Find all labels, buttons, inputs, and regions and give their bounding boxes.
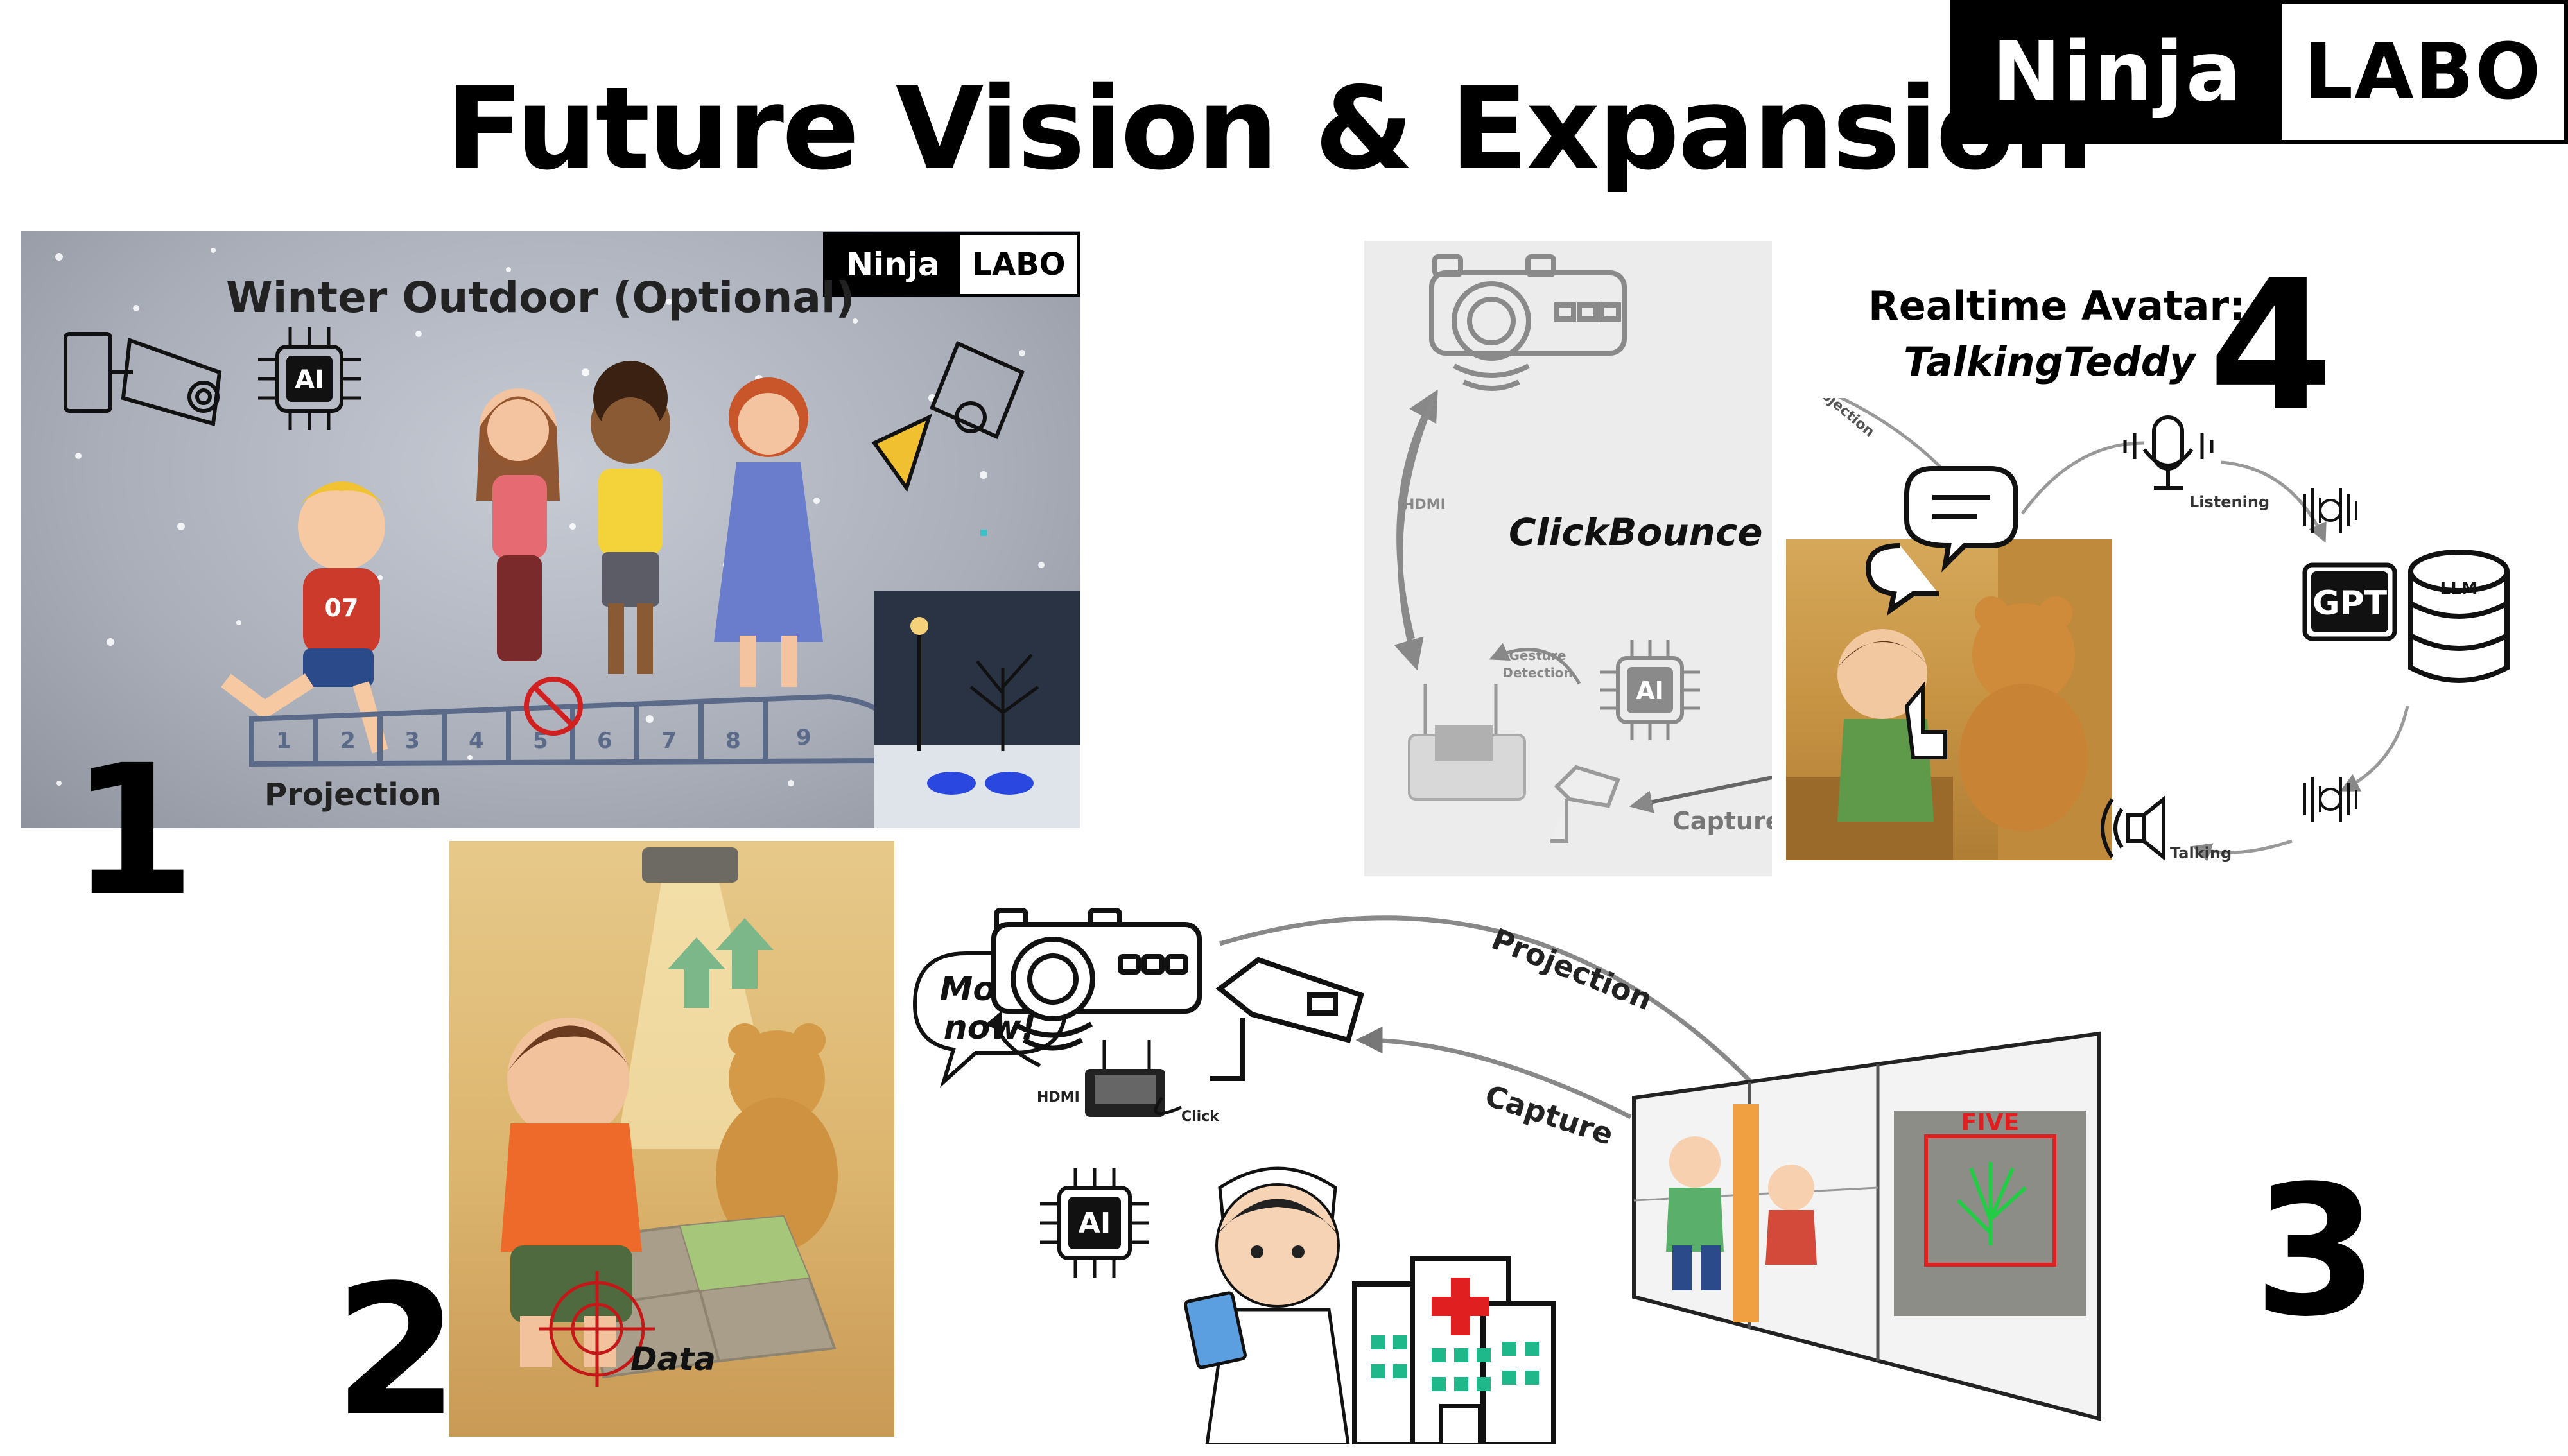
pointer-hand-icon [1904,681,1947,759]
panel-child-floor-game: Data [449,841,894,1437]
gesture-result-label: FIVE [1961,1109,2019,1136]
logo-labo-text: LABO [2282,4,2564,140]
kid-girl-pink [476,388,560,661]
listening-label: Listening [2189,493,2269,511]
panel-winter-outdoor: AI 07 [21,231,1080,828]
avatar-title-line2: TalkingTeddy [1904,338,2196,385]
projector-icon [991,908,1202,1051]
target-data-label: Data [630,1340,716,1378]
capture-label: Capture [1672,807,1772,835]
voice-waveform-icon [2303,488,2357,533]
section-number-1: 1 [71,727,196,936]
hop-number: 3 [404,728,420,754]
section-number-3: 3 [2253,1147,2379,1356]
kid-girl-blue [714,377,823,687]
edge-device-board-icon [1408,684,1526,801]
microphone-icon [2142,415,2194,490]
hop-number: 2 [340,728,356,754]
section-number-4: 4 [2208,242,2334,451]
hdmi-label: HDMI [1037,1089,1080,1105]
projection-caption: Projection [265,777,442,813]
ai-chip-icon: AI [1600,640,1700,740]
gpt-logo-icon: GPT [2302,562,2397,641]
click-label: Click [1181,1109,1220,1125]
kid-blonde-running: 07 [221,481,388,754]
security-camera-icon [64,332,222,426]
svg-text:Detection: Detection [1502,665,1573,680]
panel-hospital-projection-diagram: Move now! HDMI Click [912,908,2101,1444]
edge-device-board-icon [1085,1040,1165,1117]
chat-bubbles-icon [1865,466,2018,616]
projector-light-icon [871,340,1025,492]
section-number-2: 2 [334,1247,459,1456]
no-footprint-icon [524,677,583,736]
logo-labo-text: LABO [960,235,1077,294]
wall-projection-screen [1632,1031,2101,1421]
voice-waveform-icon [2303,777,2357,822]
hop-number: 8 [725,728,741,754]
llm-database-icon [2408,550,2510,683]
marker-dot [980,530,987,536]
hop-number: 9 [796,725,811,750]
projection-label: Projection [1487,921,1657,1017]
hop-number: 1 [276,728,291,754]
hop-number: 7 [661,728,677,754]
svg-text:AI: AI [1636,677,1664,705]
talking-label: Talking [2170,844,2232,862]
child-teddy-photo [1786,539,2112,860]
jersey-number: 07 [325,594,359,622]
ai-chip-icon: AI [1040,1168,1149,1278]
winter-scene-illustration: AI 07 [55,248,1045,786]
ninjalabo-logo: Ninja LABO [1950,0,2568,144]
projector-icon [1429,254,1627,391]
clickbounce-diagram: HDMI Gesture Detection AI Capture [1394,254,1772,843]
ai-chip-icon: AI [258,327,361,430]
security-camera-icon [1550,765,1620,843]
night-snow-photo [874,591,1080,828]
speaker-icon [2101,795,2165,862]
svg-text:GPT: GPT [2312,584,2388,623]
svg-text:AI: AI [295,365,324,395]
snowflakes [55,248,1045,786]
panel-1-title: Winter Outdoor (Optional) [226,273,855,322]
security-camera-icon [1210,957,1364,1081]
svg-text:Gesture: Gesture [1509,648,1566,663]
hop-number: 4 [469,728,484,754]
hop-number: 6 [597,728,612,754]
clickbounce-label: ClickBounce [1509,510,1763,554]
talkingteddy-pipeline-diagram: Projection Listening GPT LLM [1805,398,2510,862]
hop-number: 5 [533,728,548,754]
panel-ninjalabo-logo: Ninja LABO [823,232,1080,297]
projection-label: Projection [1805,398,1877,440]
child-floor-illustration [501,847,838,1387]
page-title: Future Vision & Expansion [446,62,2094,195]
logo-ninja-text: Ninja [1954,4,2282,140]
sound-wave-icon [2123,433,2214,459]
kid-boy-yellow [591,361,670,674]
svg-text:AI: AI [1079,1207,1111,1240]
avatar-title-line1: Realtime Avatar: [1868,282,2245,329]
hdmi-label: HDMI [1403,497,1446,513]
llm-label: LLM [2440,579,2477,598]
logo-ninja-text: Ninja [826,235,960,294]
projection-arrow [1219,915,1782,1115]
capture-arrow [1355,1027,1632,1120]
target-crosshair-icon [539,1271,655,1387]
nurse-illustration [1183,1166,1350,1444]
capture-label: Capture [1481,1078,1618,1152]
